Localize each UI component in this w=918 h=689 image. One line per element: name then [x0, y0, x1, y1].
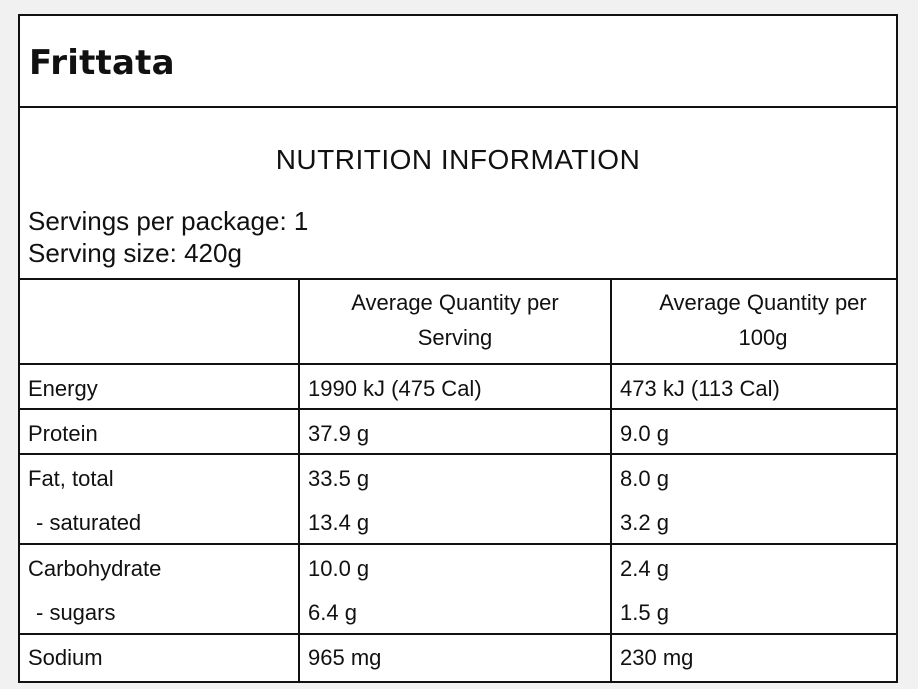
nutrient-label-saturated: - saturated: [36, 510, 142, 535]
product-title: Frittata: [29, 43, 175, 83]
saturated-per-100g: 3.2 g: [620, 510, 669, 535]
sodium-per-serving: 965 mg: [308, 645, 382, 670]
protein-per-serving: 37.9 g: [308, 421, 370, 446]
carbohydrate-per-serving: 10.0 g: [308, 556, 370, 581]
nutrient-label-sodium: Sodium: [28, 645, 103, 670]
title-row: Frittata: [20, 16, 896, 108]
nutrient-label-protein: Protein: [28, 421, 98, 446]
row-divider: [20, 363, 896, 365]
protein-per-100g: 9.0 g: [620, 421, 669, 446]
row-divider: [20, 543, 896, 545]
sodium-per-100g: 230 mg: [620, 645, 694, 670]
row-divider: [20, 633, 896, 635]
carbohydrate-per-100g: 2.4 g: [620, 556, 669, 581]
row-divider: [20, 408, 896, 410]
fat-total-per-100g: 8.0 g: [620, 466, 669, 491]
row-divider: [20, 453, 896, 455]
serving-size: Serving size: 420g: [28, 238, 242, 268]
energy-per-100g: 473 kJ (113 Cal): [620, 376, 780, 401]
header-per-serving: Average Quantity per Serving: [351, 290, 559, 350]
nutrient-label-sugars: - sugars: [36, 600, 116, 625]
nutrition-panel: Frittata NUTRITION INFORMATION Servings …: [18, 14, 898, 683]
sugars-per-100g: 1.5 g: [620, 600, 669, 625]
nutrition-table: Average Quantity per Serving Average Qua…: [20, 278, 896, 683]
energy-per-serving: 1990 kJ (475 Cal): [308, 376, 482, 401]
column-divider: [610, 280, 612, 683]
fat-total-per-serving: 33.5 g: [308, 466, 370, 491]
header-per-100g: Average Quantity per 100g: [659, 290, 867, 350]
sugars-per-serving: 6.4 g: [308, 600, 357, 625]
nutrient-label-carbohydrate: Carbohydrate: [28, 556, 162, 581]
servings-per-package: Servings per package: 1: [28, 206, 309, 236]
column-divider: [298, 280, 300, 683]
nutrient-label-fat-total: Fat, total: [28, 466, 114, 491]
nutrient-label-energy: Energy: [28, 376, 98, 401]
nutrition-heading: NUTRITION INFORMATION: [275, 144, 641, 175]
saturated-per-serving: 13.4 g: [308, 510, 370, 535]
